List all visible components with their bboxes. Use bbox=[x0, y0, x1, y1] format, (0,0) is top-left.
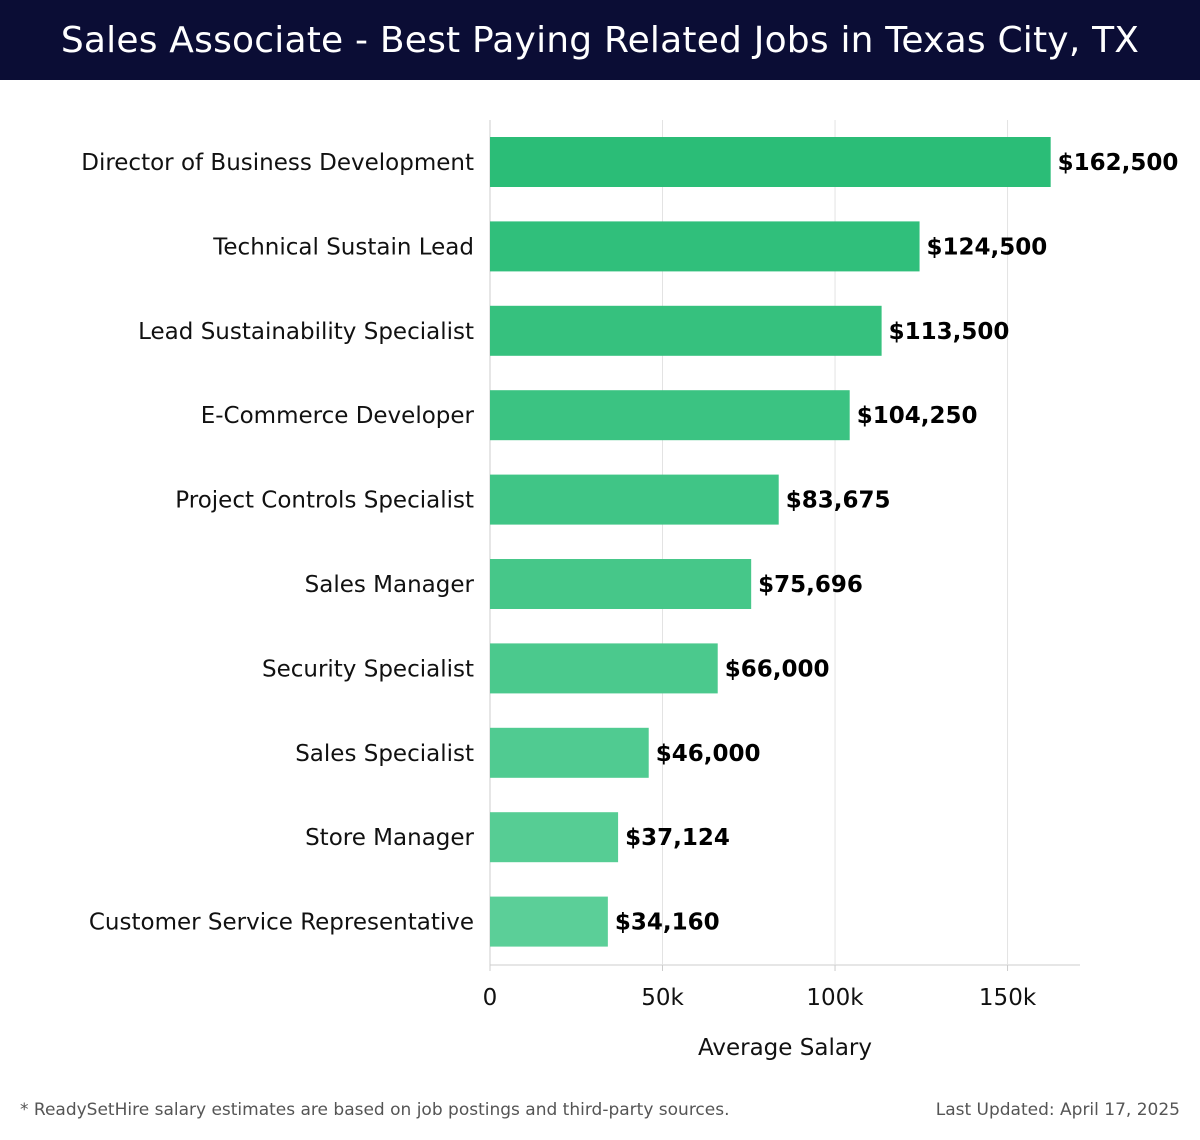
chart-header: Sales Associate - Best Paying Related Jo… bbox=[0, 0, 1200, 80]
bar bbox=[490, 390, 850, 441]
bar bbox=[490, 305, 882, 356]
category-label: Lead Sustainability Specialist bbox=[138, 319, 474, 345]
bar bbox=[490, 727, 649, 778]
x-tick-label: 150k bbox=[979, 985, 1037, 1011]
value-label: $46,000 bbox=[656, 741, 761, 767]
value-label: $83,675 bbox=[786, 488, 891, 514]
category-label: Technical Sustain Lead bbox=[212, 234, 474, 260]
bar bbox=[490, 221, 920, 272]
value-label: $75,696 bbox=[758, 572, 863, 598]
value-label: $124,500 bbox=[927, 234, 1048, 260]
category-label: Director of Business Development bbox=[81, 150, 474, 176]
footer-note: * ReadySetHire salary estimates are base… bbox=[20, 1100, 730, 1120]
category-label: E-Commerce Developer bbox=[201, 403, 475, 429]
value-label: $162,500 bbox=[1058, 150, 1179, 176]
bars bbox=[490, 137, 1051, 947]
x-tick-label: 50k bbox=[641, 985, 684, 1011]
x-axis-label: Average Salary bbox=[698, 1035, 872, 1061]
value-label: $104,250 bbox=[857, 403, 978, 429]
category-label: Project Controls Specialist bbox=[175, 488, 474, 514]
chart-title: Sales Associate - Best Paying Related Jo… bbox=[60, 19, 1140, 61]
last-updated: Last Updated: April 17, 2025 bbox=[935, 1100, 1180, 1120]
bar bbox=[490, 137, 1051, 187]
value-label: $113,500 bbox=[889, 319, 1010, 345]
category-label: Customer Service Representative bbox=[89, 910, 474, 936]
category-labels: Director of Business Development Technica… bbox=[81, 150, 474, 936]
category-label: Store Manager bbox=[305, 825, 474, 851]
bar bbox=[490, 559, 752, 609]
x-tick-label: 0 bbox=[483, 985, 498, 1011]
value-labels: $162,500 $124,500 $113,500 $104,250 $83,675 $… bbox=[615, 150, 1179, 936]
category-label: Sales Manager bbox=[305, 572, 475, 598]
category-label: Sales Specialist bbox=[295, 741, 474, 767]
value-label: $34,160 bbox=[615, 910, 720, 936]
x-tick-label: 100k bbox=[806, 985, 864, 1011]
bar bbox=[490, 896, 608, 947]
value-label: $66,000 bbox=[725, 656, 830, 682]
bar bbox=[490, 812, 619, 863]
category-label: Security Specialist bbox=[262, 656, 474, 682]
value-label: $37,124 bbox=[625, 825, 730, 851]
bar bbox=[490, 474, 779, 525]
bar bbox=[490, 643, 718, 694]
salary-bar-chart: Director of Business Development Technica… bbox=[81, 120, 1179, 1061]
x-tick-labels: 0 50k 100k 150k bbox=[483, 985, 1037, 1011]
